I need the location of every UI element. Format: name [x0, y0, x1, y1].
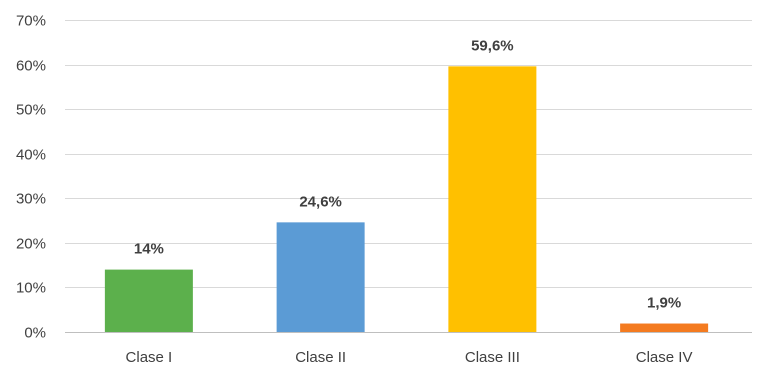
category-label: Clase III	[465, 349, 520, 366]
y-tick-label: 60%	[16, 58, 46, 75]
bars	[104, 66, 709, 333]
y-tick-label: 20%	[16, 236, 46, 253]
y-axis-tick-labels: 0% 10% 20% 30% 40% 50% 60% 70%	[16, 13, 46, 342]
bar-3	[448, 66, 537, 333]
data-label: 1,9%	[647, 295, 681, 312]
y-tick-label: 40%	[16, 147, 46, 164]
y-tick-label: 70%	[16, 13, 46, 30]
category-label: Clase II	[295, 349, 346, 366]
y-tick-label: 30%	[16, 191, 46, 208]
bar-1	[104, 269, 193, 332]
data-label: 24,6%	[299, 193, 342, 210]
category-label: Clase IV	[636, 349, 693, 366]
y-tick-label: 50%	[16, 102, 46, 119]
y-tick-label: 0%	[24, 325, 46, 342]
category-label: Clase I	[126, 349, 173, 366]
x-axis-category-labels: Clase I Clase II Clase III Clase IV	[126, 349, 693, 366]
bar-2	[276, 222, 365, 332]
bar-4	[620, 323, 709, 332]
data-labels: 14% 24,6% 59,6% 1,9%	[134, 37, 681, 311]
y-tick-label: 10%	[16, 280, 46, 297]
data-label: 14%	[134, 241, 164, 258]
data-label: 59,6%	[471, 37, 514, 54]
